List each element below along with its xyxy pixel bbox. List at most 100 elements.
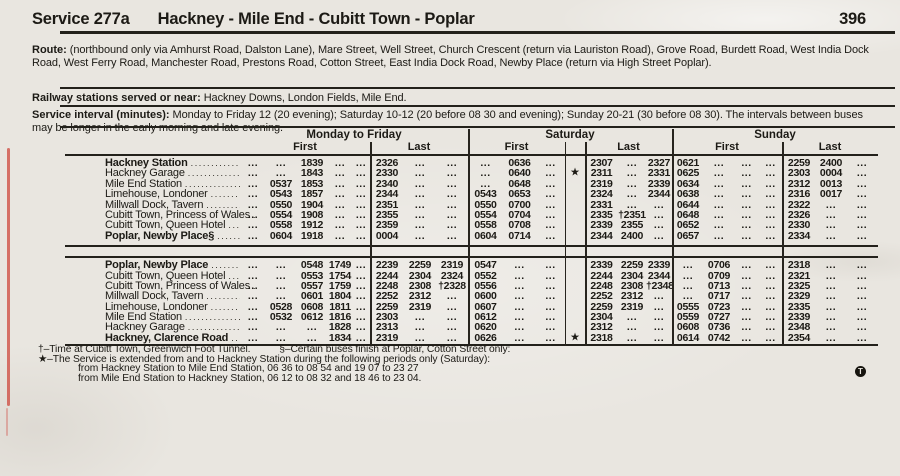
time-cell: 2318 xyxy=(787,259,811,272)
time-cell: ... xyxy=(275,259,287,272)
station-name-cell: Poplar, Newby Place§....................… xyxy=(65,230,240,241)
time-cell: ... xyxy=(741,208,752,221)
time-cell: ... xyxy=(247,208,259,221)
railway-paragraph: Railway stations served or near: Hackney… xyxy=(32,92,886,105)
time-cell: 2319 xyxy=(408,300,432,313)
time-cell: ... xyxy=(334,157,346,169)
time-cell: ... xyxy=(682,259,694,272)
time-cell: 0638 xyxy=(676,188,700,201)
table-row: Cubitt Town, Princess of Wales..........… xyxy=(65,279,878,292)
time-cell: 2325 xyxy=(787,279,811,292)
time-cell: ... xyxy=(682,279,694,292)
time-cell: ... xyxy=(414,167,426,180)
time-cell: 2334 xyxy=(787,229,811,242)
time-cell: ... xyxy=(741,311,752,324)
time-cell: ... xyxy=(334,219,346,232)
time-cell: ... xyxy=(355,208,367,221)
time-cell: ... xyxy=(275,269,287,282)
time-cell: 2339 xyxy=(590,259,613,272)
time-cell: ... xyxy=(514,300,525,313)
time-cell: 2259 xyxy=(590,300,613,313)
interval-label: Service interval (minutes): xyxy=(32,109,170,121)
time-cell: ... xyxy=(545,229,556,242)
time-cell: ... xyxy=(741,279,752,292)
time-cell: 0621 xyxy=(676,157,700,169)
time-cell: ... xyxy=(856,177,868,190)
table-row: Mile End Station........................… xyxy=(65,177,878,190)
station-name: Cubitt Town, Princess of Wales xyxy=(105,279,251,292)
time-cell: ... xyxy=(545,331,556,344)
time-cell: ... xyxy=(825,259,837,272)
time-cell: 1853 xyxy=(300,177,324,190)
column-rule xyxy=(672,129,674,347)
time-cell: ... xyxy=(765,331,776,344)
time-cell: ... xyxy=(355,300,367,313)
time-cell: ... xyxy=(856,167,868,180)
time-cell: ... xyxy=(275,331,287,344)
time-cell: 0713 xyxy=(707,279,731,292)
time-cell: ... xyxy=(247,157,259,169)
time-cell: 2400 xyxy=(819,157,843,169)
time-cell: 1912 xyxy=(300,219,324,232)
time-cell: 1834 xyxy=(328,331,352,344)
time-cell: ... xyxy=(856,269,868,282)
route-text: (northbound only via Amhurst Road, Dalst… xyxy=(32,44,869,69)
time-cell: 0532 xyxy=(269,311,293,324)
time-cell: ... xyxy=(765,290,776,303)
time-cell: ... xyxy=(545,157,556,169)
time-cell: 0601 xyxy=(300,290,324,303)
time-cell: 2339 xyxy=(647,177,671,190)
time-cell: 2252 xyxy=(375,290,399,303)
station-name: Limehouse, Londoner xyxy=(105,300,208,313)
table-row: Hackney Station.........................… xyxy=(65,157,878,169)
time-cell: ... xyxy=(334,167,346,180)
time-cell: ... xyxy=(355,269,367,282)
time-cell: 0657 xyxy=(676,229,700,242)
time-cell: ... xyxy=(306,331,318,344)
time-cell: ... xyxy=(856,259,868,272)
time-cell: 2331 xyxy=(647,167,671,180)
time-cell: 2335 xyxy=(590,208,613,221)
leader-dots: ........................................… xyxy=(250,210,256,220)
time-cell: ... xyxy=(247,279,259,292)
time-cell: 0558 xyxy=(474,219,497,232)
leader-dots: ........................................… xyxy=(228,220,240,231)
time-cell: 1804 xyxy=(328,290,352,303)
time-cell: ... xyxy=(446,311,458,324)
time-cell: ... xyxy=(682,269,694,282)
time-cell: ... xyxy=(741,167,752,180)
time-cell: 2318 xyxy=(590,331,613,344)
time-cell: ... xyxy=(446,157,458,169)
masthead-rule xyxy=(60,31,895,34)
footnote-section: §–Certain buses finish at Poplar, Cotton… xyxy=(279,344,511,355)
time-cell: ... xyxy=(626,198,638,211)
time-cell: 0634 xyxy=(676,177,700,190)
time-cell: ... xyxy=(446,198,458,211)
time-cell: ... xyxy=(480,167,491,180)
time-cell: ... xyxy=(765,219,776,232)
time-cell: 0537 xyxy=(269,177,293,190)
time-cell: ... xyxy=(545,300,556,313)
time-cell: ... xyxy=(414,198,426,211)
leader-dots: ........................................… xyxy=(184,312,240,323)
time-cell: 2319 xyxy=(375,331,399,344)
time-cell: ... xyxy=(626,167,638,180)
time-cell: ... xyxy=(545,167,556,180)
time-cell: ... xyxy=(480,177,491,190)
time-cell: 0554 xyxy=(269,208,293,221)
time-cell: ... xyxy=(825,331,837,344)
time-cell: ... xyxy=(446,167,458,180)
time-cell: ... xyxy=(414,219,426,232)
time-cell: 0552 xyxy=(474,269,497,282)
station-name: Hackney Garage xyxy=(105,321,185,334)
time-cell: ... xyxy=(334,177,346,190)
star-cell xyxy=(565,220,585,230)
time-cell: ... xyxy=(275,157,287,169)
time-cell: 2252 xyxy=(590,290,613,303)
time-cell: 2307 xyxy=(590,157,613,169)
time-cell: 2326 xyxy=(375,157,399,169)
time-cell: 0644 xyxy=(676,198,700,211)
time-cell: 0556 xyxy=(474,279,497,292)
circle-t-symbol: T xyxy=(855,366,866,377)
star-cell xyxy=(565,200,585,210)
